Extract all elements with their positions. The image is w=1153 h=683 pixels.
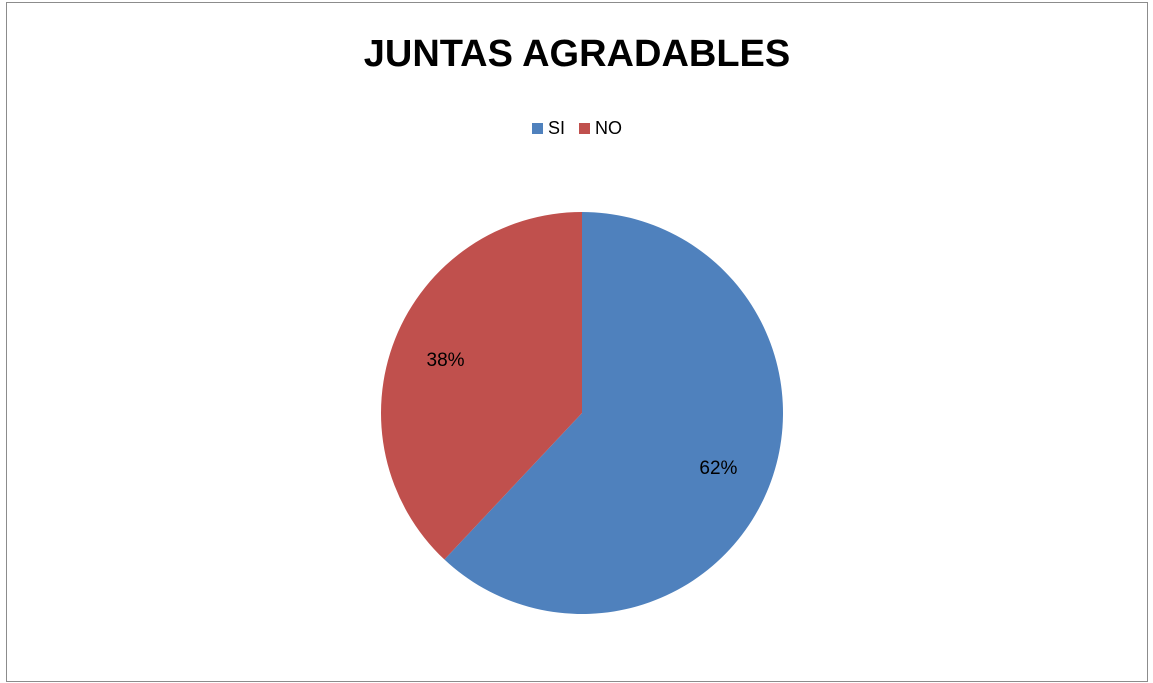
pie-slice-si: [444, 212, 784, 614]
chart-legend: SI NO: [7, 118, 1147, 139]
data-label-si: 62%: [699, 458, 737, 479]
chart-title: JUNTAS AGRADABLES: [363, 33, 791, 75]
legend-label-si: SI: [547, 118, 565, 138]
pie-slice-no: [381, 212, 582, 560]
legend-swatch-si: [531, 123, 543, 134]
pie-chart: 62% 38%: [381, 212, 784, 614]
chart-area: JUNTAS AGRADABLES SI NO 62% 38%: [6, 2, 1148, 682]
data-label-no: 38%: [427, 350, 465, 371]
legend-item-si: SI: [531, 118, 565, 139]
legend-item-no: NO: [579, 118, 622, 139]
legend-swatch-no: [579, 123, 590, 134]
legend-label-no: NO: [595, 118, 622, 138]
